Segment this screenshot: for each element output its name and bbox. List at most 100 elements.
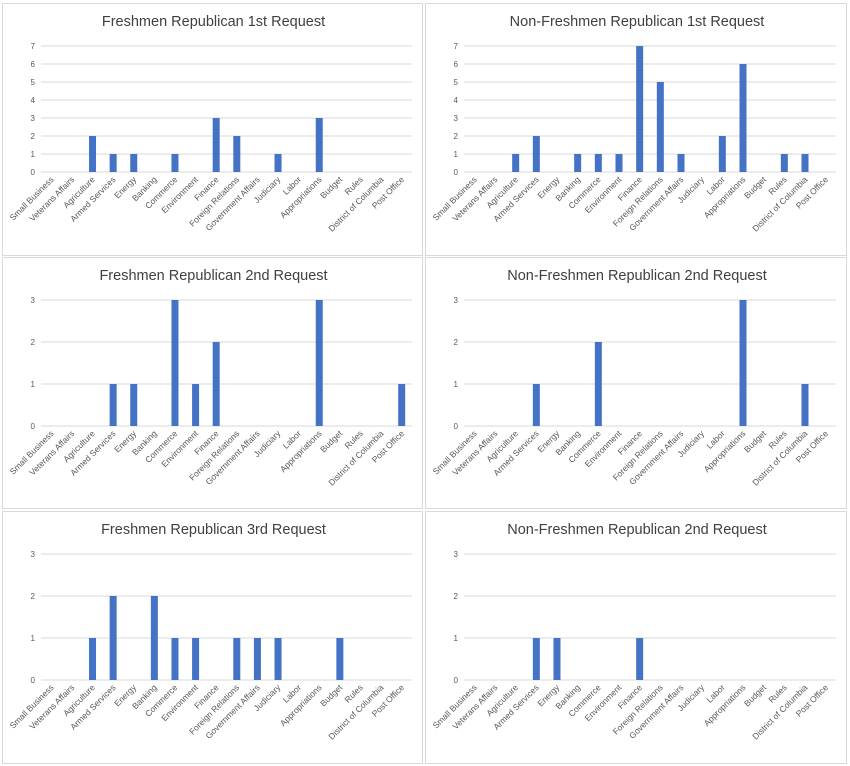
y-tick-label: 1 <box>31 634 36 643</box>
bar <box>315 118 323 172</box>
bar <box>553 638 561 680</box>
bar <box>130 154 138 172</box>
bar <box>615 154 623 172</box>
bar <box>636 638 644 680</box>
bar <box>192 384 200 426</box>
chart-panel-nonfreshmen-1st: Non-Freshmen Republican 1st Request 0 1 2 3 4… <box>425 3 847 256</box>
bar <box>109 384 117 426</box>
y-tick-label: 1 <box>31 380 36 389</box>
bar <box>677 154 685 172</box>
bar <box>574 154 582 172</box>
bar <box>212 118 220 172</box>
bar <box>233 136 241 172</box>
bar <box>150 596 158 680</box>
y-tick-label: 0 <box>31 676 36 685</box>
bar <box>656 82 664 172</box>
y-tick-label: 0 <box>454 676 459 685</box>
chart-title: Freshmen Republican 3rd Request <box>101 522 326 538</box>
y-tick-label: 3 <box>454 550 459 559</box>
bar <box>315 300 323 426</box>
chart-nonfreshmen-2nd-b: Non-Freshmen Republican 2nd Request0123S… <box>431 522 836 742</box>
chart-title: Non-Freshmen Republican 2nd Request <box>507 522 767 538</box>
y-tick-label: 2 <box>454 592 459 601</box>
y-tick-label: 5 <box>454 78 459 87</box>
bar <box>739 300 747 426</box>
y-tick-label: 7 <box>454 42 459 51</box>
chart-panel-nonfreshmen-2nd-b: Non-Freshmen Republican 2nd Request 0 1 2 3 S… <box>425 511 847 764</box>
bar <box>739 64 747 172</box>
y-tick-label: 3 <box>31 114 36 123</box>
bar <box>336 638 344 680</box>
chart-freshmen-2nd: Freshmen Republican 2nd Request0123Small… <box>8 268 412 488</box>
chart-title: Freshmen Republican 2nd Request <box>99 268 327 284</box>
bar <box>594 342 602 426</box>
x-tick-label: Budget <box>742 428 769 455</box>
y-tick-label: 3 <box>454 296 459 305</box>
chart-nonfreshmen-1st: Non-Freshmen Republican 1st Request 0 1 2 3 4… <box>431 14 836 234</box>
chart-title: Freshmen Republican 1st Request <box>102 14 325 30</box>
y-tick-label: 0 <box>31 168 36 177</box>
y-tick-label: 4 <box>454 96 459 105</box>
y-tick-label: 4 <box>31 96 36 105</box>
y-tick-label: 2 <box>31 132 36 141</box>
bar <box>253 638 261 680</box>
y-tick-label: 2 <box>454 132 459 141</box>
y-tick-label: 7 <box>31 42 36 51</box>
bar <box>89 638 97 680</box>
y-tick-label: 1 <box>31 150 36 159</box>
bar <box>171 300 179 426</box>
bar <box>274 638 282 680</box>
y-tick-label: 0 <box>454 168 459 177</box>
y-tick-label: 3 <box>454 114 459 123</box>
x-tick-label: Budget <box>318 428 345 455</box>
chart-panel-freshmen-1st: Freshmen Republican 1st Request 0 1 2 3 4 5 6 7 S… <box>2 3 423 256</box>
y-tick-label: 5 <box>31 78 36 87</box>
chart-nonfreshmen-2nd: Non-Freshmen Republican 2nd Request0123S… <box>431 268 836 488</box>
chart-panel-freshmen-2nd: Freshmen Republican 2nd Request 0 1 2 3 Small… <box>2 257 423 509</box>
y-tick-label: 3 <box>31 550 36 559</box>
bar <box>532 638 540 680</box>
y-tick-label: 6 <box>31 60 36 69</box>
chart-freshmen-1st: Freshmen Republican 1st Request01234567S… <box>8 14 412 234</box>
bar <box>532 384 540 426</box>
chart-panel-nonfreshmen-2nd: Non-Freshmen Republican 2nd Request 0 1 2 3 S… <box>425 257 847 509</box>
y-tick-label: 0 <box>31 422 36 431</box>
x-tick-label: Budget <box>742 682 769 709</box>
y-tick-label: 1 <box>454 634 459 643</box>
bar <box>780 154 788 172</box>
bar <box>398 384 406 426</box>
bar <box>212 342 220 426</box>
bar <box>718 136 726 172</box>
y-tick-label: 0 <box>454 422 459 431</box>
bar <box>192 638 200 680</box>
y-tick-label: 1 <box>454 380 459 389</box>
bar <box>233 638 241 680</box>
y-tick-label: 3 <box>31 296 36 305</box>
x-tick-label: Budget <box>318 682 345 709</box>
bar <box>594 154 602 172</box>
bar <box>89 136 97 172</box>
y-tick-label: 2 <box>454 338 459 347</box>
bar <box>109 596 117 680</box>
chart-freshmen-3rd: Freshmen Republican 3rd Request0123Small… <box>8 522 412 742</box>
chart-panel-freshmen-3rd: Freshmen Republican 3rd Request 0 1 2 3 Small… <box>2 511 423 764</box>
y-tick-label: 6 <box>454 60 459 69</box>
bar <box>636 46 644 172</box>
chart-title: Non-Freshmen Republican 1st Request <box>510 14 765 30</box>
chart-title: Non-Freshmen Republican 2nd Request <box>507 268 767 284</box>
x-tick-label: Budget <box>318 174 345 201</box>
bar <box>171 154 179 172</box>
x-tick-label: Budget <box>742 174 769 201</box>
bar <box>801 384 809 426</box>
bar <box>532 136 540 172</box>
bar <box>130 384 138 426</box>
bar <box>512 154 520 172</box>
bar <box>274 154 282 172</box>
y-tick-label: 2 <box>31 592 36 601</box>
bar <box>801 154 809 172</box>
y-tick-label: 1 <box>454 150 459 159</box>
y-tick-label: 2 <box>31 338 36 347</box>
bar <box>171 638 179 680</box>
bar <box>109 154 117 172</box>
